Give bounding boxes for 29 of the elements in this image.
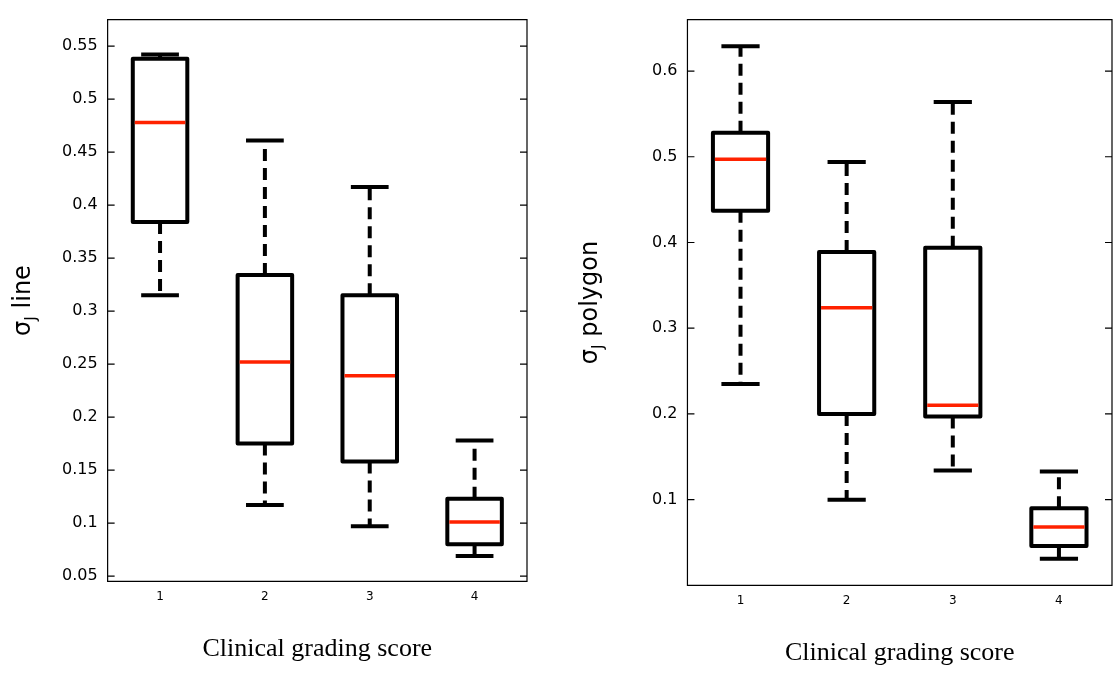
x-tick-label: 2 [842,592,851,607]
x-tick-label: 4 [470,588,479,603]
x-tick-label: 3 [365,588,374,603]
y-tick-label: 0.6 [651,60,678,80]
y-tick-label: 0.2 [72,406,98,426]
x-axis-title: Clinical grading score [784,637,1015,667]
y-axis-title: σJ line [8,265,40,336]
y-tick-label: 0.3 [72,300,98,320]
x-tick-label: 1 [156,588,164,603]
y-tick-label: 0.55 [62,35,98,55]
y-tick-label: 0.05 [62,565,98,585]
y-tick-label: 0.1 [72,512,98,532]
x-tick-label: 4 [1055,592,1063,607]
y-tick-label: 0.15 [62,459,98,479]
y-tick-label: 0.4 [72,194,98,214]
y-tick-label: 0.3 [651,317,678,337]
y-tick-label: 0.45 [62,141,98,161]
y-tick-label: 0.25 [62,353,98,373]
y-tick-label: 0.1 [651,488,678,508]
y-tick-label: 0.5 [72,88,98,108]
x-tick-label: 2 [261,588,269,603]
y-tick-label: 0.4 [651,231,678,251]
y-tick-label: 0.5 [651,145,678,165]
x-tick-label: 3 [948,592,957,607]
x-axis-title: Clinical grading score [202,633,433,663]
y-tick-label: 0.2 [651,403,678,423]
y-tick-label: 0.35 [62,247,98,267]
x-tick-label: 1 [736,592,745,607]
y-axis-title: σJ polygon [575,240,607,365]
